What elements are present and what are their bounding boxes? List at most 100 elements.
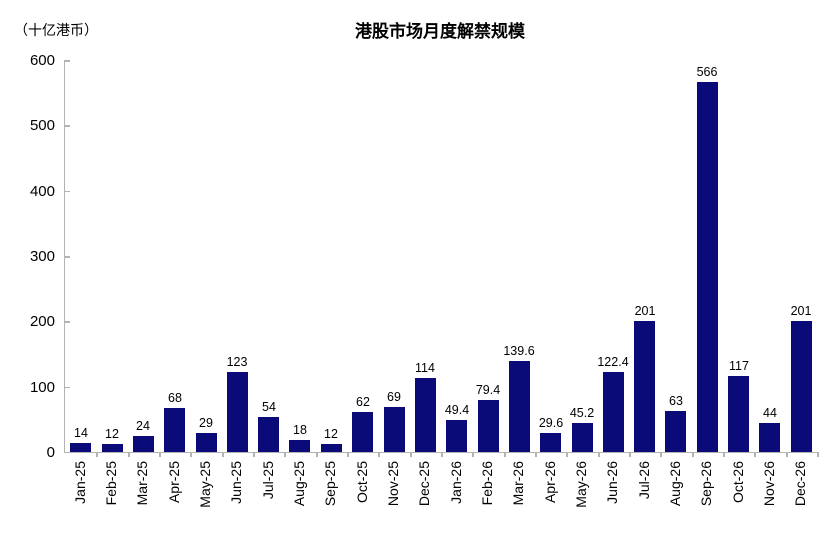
- x-axis-tick-label: Mar-25: [134, 461, 150, 506]
- x-axis-tick-label: Mar-26: [510, 461, 526, 506]
- x-axis-tick-label: Oct-25: [354, 461, 370, 504]
- bar-value-label: 45.2: [569, 405, 595, 420]
- x-axis-tick-mark: [96, 452, 98, 457]
- x-axis-tick-label: Aug-25: [291, 461, 307, 507]
- chart-title: 港股市场月度解禁规模: [355, 22, 525, 41]
- y-axis-unit-label: （十亿港币）: [14, 22, 98, 38]
- bar-Feb-25: [102, 444, 123, 452]
- bar-value-label: 54: [262, 399, 276, 414]
- x-axis-tick-label: Apr-26: [542, 461, 558, 504]
- bar-value-label: 201: [634, 303, 656, 318]
- bar-Jan-26: [446, 419, 467, 452]
- bar-value-label: 29.6: [538, 415, 564, 430]
- x-axis-tick-label: Nov-25: [385, 461, 401, 507]
- y-axis-tick-label: 400: [29, 182, 55, 200]
- bar-Nov-26: [759, 423, 780, 452]
- x-axis-tick-label: Oct-26: [730, 461, 746, 504]
- bar-Nov-25: [384, 406, 405, 452]
- bar-value-label: 114: [415, 360, 435, 375]
- x-axis-tick-label: Jan-25: [72, 461, 88, 504]
- x-axis-tick-mark: [629, 452, 631, 457]
- y-axis-tick-mark: [65, 60, 70, 62]
- y-axis-tick-label: 200: [29, 313, 55, 331]
- bar-value-label: 117: [729, 358, 749, 373]
- y-axis-tick-mark: [65, 321, 70, 323]
- x-axis-tick-mark: [284, 452, 286, 457]
- bar-value-label: 123: [226, 354, 248, 369]
- bar-Jul-25: [258, 416, 279, 452]
- bar-Dec-25: [415, 377, 436, 452]
- x-axis-tick-label: Apr-25: [166, 461, 182, 504]
- bar-Sep-25: [321, 444, 342, 452]
- y-axis-tick-mark: [65, 125, 70, 127]
- x-axis-tick-label: Nov-26: [761, 461, 777, 507]
- x-axis-tick-mark: [566, 452, 568, 457]
- y-axis-tick-mark: [65, 386, 70, 389]
- bar-Jun-25: [227, 371, 248, 452]
- x-axis-tick-label: May-25: [197, 461, 213, 508]
- x-axis-tick-mark: [253, 452, 255, 457]
- bar-Aug-26: [665, 410, 686, 452]
- bar-value-label: 44: [763, 406, 777, 421]
- x-axis-tick-label: Sep-26: [698, 461, 714, 507]
- x-axis-tick-label: Aug-26: [667, 461, 683, 507]
- bar-May-26: [572, 422, 593, 452]
- bar-value-label: 79.4: [475, 383, 501, 398]
- bar-value-label: 62: [356, 394, 370, 409]
- bar-value-label: 18: [293, 423, 307, 438]
- bar-value-label: 29: [199, 416, 213, 431]
- x-axis-tick-mark: [786, 452, 788, 457]
- bar-Oct-25: [352, 411, 373, 452]
- y-axis-tick-mark: [65, 190, 70, 193]
- x-axis-tick-label: Dec-26: [792, 461, 808, 507]
- y-axis-tick-label: 0: [46, 444, 55, 461]
- x-axis-tick-mark: [316, 452, 318, 457]
- x-axis-tick-label: Jan-26: [448, 461, 464, 504]
- bar-Dec-26: [791, 320, 812, 452]
- x-axis-tick-mark: [598, 452, 600, 457]
- bar-Jan-25: [70, 442, 91, 452]
- x-axis-tick-mark: [472, 452, 474, 457]
- x-axis-tick-label: May-26: [573, 461, 589, 508]
- bar-Jun-26: [603, 372, 624, 452]
- x-axis-tick-mark: [222, 452, 224, 457]
- y-axis-tick-label: 100: [29, 378, 55, 396]
- bar-value-label: 566: [696, 65, 718, 80]
- x-axis-tick-mark: [159, 452, 161, 457]
- y-axis-tick-mark: [65, 256, 70, 258]
- bar-Mar-26: [509, 360, 530, 452]
- y-axis-tick-label: 300: [29, 248, 55, 265]
- x-axis-tick-mark: [504, 452, 506, 457]
- bar-Aug-25: [289, 440, 310, 452]
- x-axis-tick-mark: [378, 452, 380, 457]
- x-axis-tick-label: Jul-26: [636, 461, 652, 500]
- x-axis-tick-mark: [660, 452, 662, 457]
- plot-area: 0 100 200 300 400 500 600 14 Jan-25 12 Feb-25 24 Mar…: [30, 52, 819, 508]
- bar-Jul-26: [634, 320, 655, 452]
- x-axis-tick-label: Jul-25: [260, 461, 276, 500]
- bar-value-label: 12: [105, 427, 119, 442]
- x-axis-tick-mark: [535, 452, 537, 457]
- bar-value-label: 24: [136, 419, 150, 434]
- bar-Feb-26: [478, 400, 499, 452]
- y-axis-tick-label: 600: [29, 52, 55, 69]
- bar-value-label: 68: [168, 390, 182, 405]
- bar-value-label: 139.6: [503, 343, 535, 358]
- x-axis-tick-label: Feb-25: [103, 461, 119, 506]
- x-axis-tick-mark: [190, 452, 192, 457]
- bar-Sep-26: [697, 82, 718, 452]
- bar-May-25: [196, 433, 217, 452]
- y-axis-tick-label: 500: [29, 117, 55, 135]
- bar-Apr-26: [540, 432, 561, 452]
- x-axis-tick-mark: [692, 452, 694, 457]
- x-axis-tick-label: Feb-26: [479, 461, 495, 506]
- bar-value-label: 14: [74, 425, 88, 440]
- bar-value-label: 63: [669, 393, 683, 408]
- x-axis-tick-mark: [723, 452, 725, 457]
- x-axis-tick-label: Sep-25: [322, 461, 338, 507]
- bar-Apr-25: [164, 407, 185, 452]
- bar-value-label: 69: [387, 389, 401, 404]
- bar-Mar-25: [133, 436, 154, 452]
- bar-value-label: 201: [790, 303, 812, 318]
